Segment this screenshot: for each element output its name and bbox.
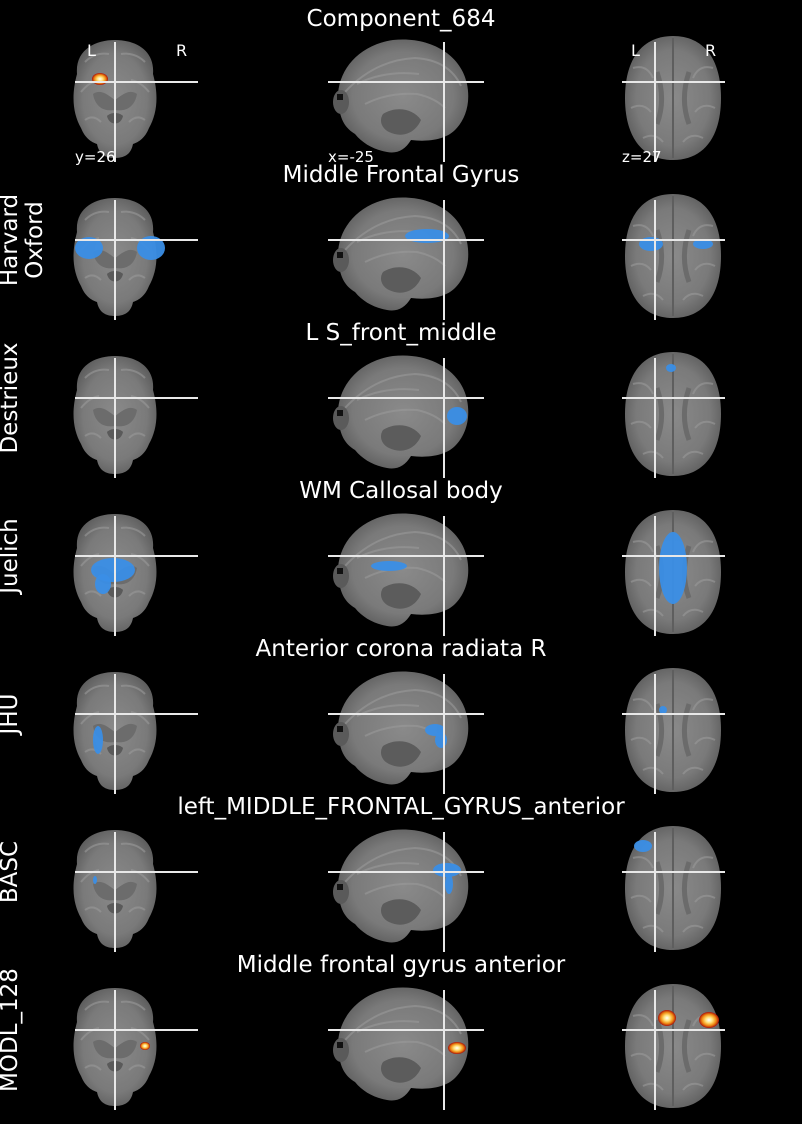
atlas-region-overlay [445,874,453,894]
atlas-region-overlay [435,732,447,748]
component-row [72,36,725,162]
activation-blob [140,1042,150,1050]
region-title: Middle Frontal Gyrus [282,162,520,188]
sagittal-slice [332,196,470,312]
atlas-label: Harvard Oxford [0,193,48,287]
atlas-region-overlay [659,532,687,604]
region-title: L S_front_middle [305,320,497,346]
atlas-region-overlay [693,239,713,249]
axial-slice [625,984,721,1108]
orientation-left-label: L [87,41,96,60]
orientation-left-label: L [631,41,640,60]
orientation-right-label: R [176,41,188,60]
atlas-region-overlay [95,574,111,594]
atlas-row-2 [72,352,725,478]
atlas-region-overlay [93,726,103,754]
atlas-region-overlay [659,706,667,714]
sagittal-slice [332,512,470,628]
axial-slice [625,668,721,792]
coord-z-label: z=27 [622,148,662,166]
atlas-row-3 [72,510,725,636]
component-title: Component_684 [306,6,496,32]
coord-x-label: x=-25 [328,148,374,166]
atlas-region-overlay [666,364,676,372]
atlas-label: JHU [0,693,23,735]
region-title: Middle frontal gyrus anterior [236,952,566,978]
sagittal-slice [332,354,470,470]
atlas-label: Destrieux [0,342,23,454]
atlas-row-6 [72,984,725,1110]
activation-blob [699,1012,719,1028]
atlas-region-overlay [447,407,467,425]
axial-slice [625,194,721,318]
activation-blob [658,1010,676,1026]
atlas-label: Juelich [0,518,23,594]
activation-blob [92,73,108,85]
atlas-region-overlay [93,876,97,884]
atlas-region-overlay [75,237,103,259]
sagittal-slice [332,38,470,154]
atlas-region-overlay [433,863,461,877]
activation-blob [448,1042,466,1054]
atlas-region-overlay [371,561,407,571]
atlas-label: BASC [0,840,23,904]
atlas-row-5 [72,826,725,952]
atlas-row-4 [72,668,725,794]
atlas-region-overlay [634,840,652,852]
region-title: left_MIDDLE_FRONTAL_GYRUS_anterior [177,794,625,820]
sagittal-slice [332,986,470,1102]
region-title: WM Callosal body [299,478,503,504]
sagittal-slice [332,670,470,786]
coord-y-label: y=26 [75,148,116,166]
atlas-region-overlay [137,236,165,260]
region-title: Anterior corona radiata R [255,636,547,662]
atlas-row-1 [72,194,725,320]
atlas-label: MODL_128 [0,968,23,1092]
orientation-right-label: R [705,41,717,60]
